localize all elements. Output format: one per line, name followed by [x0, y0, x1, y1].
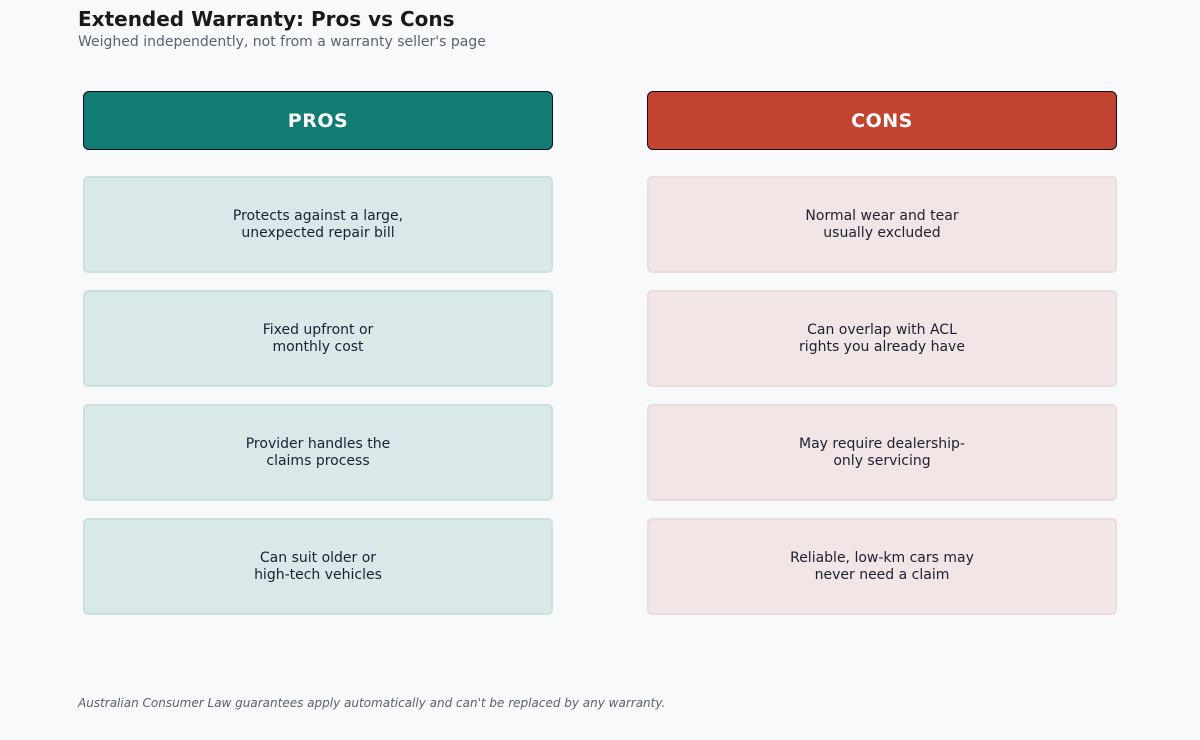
cons-item: Can overlap with ACL rights you already … [647, 290, 1117, 387]
cons-item-text: Can overlap with ACL rights you already … [799, 321, 965, 355]
cons-item-text: Reliable, low-km cars may never need a c… [790, 549, 974, 583]
pros-column: PROS Protects against a large, unexpecte… [83, 91, 553, 632]
cons-list: Normal wear and tear usually excluded Ca… [647, 176, 1117, 615]
pros-list: Protects against a large, unexpected rep… [83, 176, 553, 615]
cons-item-text: Normal wear and tear usually excluded [805, 207, 959, 241]
pros-item-text: Can suit older or high-tech vehicles [254, 549, 382, 583]
page-subtitle: Weighed independently, not from a warran… [78, 34, 486, 50]
footnote: Australian Consumer Law guarantees apply… [78, 696, 666, 710]
cons-item: May require dealership- only servicing [647, 404, 1117, 501]
cons-column: CONS Normal wear and tear usually exclud… [647, 91, 1117, 632]
cons-header-label: CONS [851, 109, 913, 132]
pros-header-label: PROS [287, 109, 349, 132]
cons-header: CONS [647, 91, 1117, 150]
pros-item: Fixed upfront or monthly cost [83, 290, 553, 387]
cons-item-text: May require dealership- only servicing [799, 435, 965, 469]
pros-item-text: Protects against a large, unexpected rep… [232, 207, 404, 241]
cons-item: Reliable, low-km cars may never need a c… [647, 518, 1117, 615]
pros-item: Provider handles the claims process [83, 404, 553, 501]
pros-item-text: Provider handles the claims process [245, 435, 391, 469]
pros-item: Protects against a large, unexpected rep… [83, 176, 553, 273]
page-title: Extended Warranty: Pros vs Cons [78, 7, 455, 31]
pros-header: PROS [83, 91, 553, 150]
pros-item: Can suit older or high-tech vehicles [83, 518, 553, 615]
cons-item: Normal wear and tear usually excluded [647, 176, 1117, 273]
pros-item-text: Fixed upfront or monthly cost [262, 321, 374, 355]
